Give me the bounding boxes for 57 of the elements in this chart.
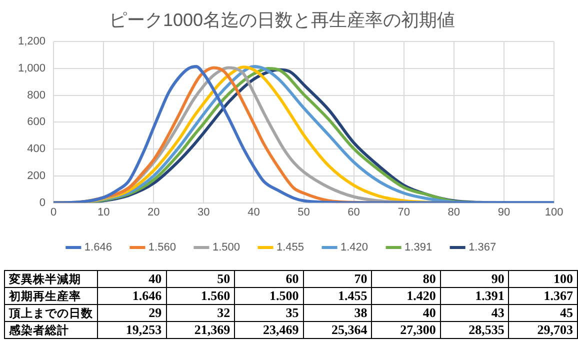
data-label: 19,253 bbox=[98, 322, 166, 338]
y-tick-label: 初期再生産率 bbox=[4, 288, 98, 304]
x-tick-label: 100 bbox=[508, 270, 578, 288]
x-tick-label: 10 bbox=[97, 206, 110, 218]
x-tick-label: 70 bbox=[303, 270, 372, 288]
y-tick-label: 800 bbox=[27, 89, 46, 102]
chart-title: ピーク1000名迄の日数と再生産率の初期値 bbox=[108, 10, 456, 30]
x-tick-label: 40 bbox=[98, 270, 166, 288]
x-tick-label: 90 bbox=[440, 270, 509, 288]
y-tick-label: 400 bbox=[27, 143, 46, 156]
data-label: 27,300 bbox=[372, 322, 440, 338]
x-tick-label: 50 bbox=[166, 270, 235, 288]
x-axis-title: 変異株半減期 bbox=[4, 270, 98, 288]
data-label: 23,469 bbox=[234, 322, 304, 338]
x-tick-label: 20 bbox=[147, 206, 160, 218]
data-label: 1.367 bbox=[508, 288, 578, 304]
data-label: 1.646 bbox=[98, 288, 166, 304]
legend-label: 1.367 bbox=[468, 242, 496, 254]
y-tick-label: 1,000 bbox=[18, 62, 46, 74]
x-tick-label: 40 bbox=[248, 206, 260, 218]
data-label: 21,369 bbox=[166, 322, 235, 338]
legend-label: 1.500 bbox=[212, 242, 240, 254]
x-tick-label: 80 bbox=[448, 206, 460, 218]
data-label: 45 bbox=[508, 304, 578, 322]
y-tick-label: 200 bbox=[27, 170, 46, 182]
data-label: 32 bbox=[166, 304, 235, 322]
data-label: 25,364 bbox=[303, 322, 372, 338]
legend-label: 1.560 bbox=[148, 242, 176, 254]
y-tick-label: 0 bbox=[39, 196, 46, 209]
y-tick-label: 頂上までの日数 bbox=[4, 304, 98, 322]
data-label: 28,535 bbox=[440, 322, 509, 338]
y-tick-label: 感染者総計 bbox=[4, 322, 98, 338]
data-label: 1.560 bbox=[166, 288, 235, 304]
data-label: 1.391 bbox=[440, 288, 509, 304]
y-tick-label: 1,200 bbox=[18, 36, 46, 48]
data-label: 43 bbox=[440, 304, 509, 322]
x-tick-label: 80 bbox=[372, 270, 440, 288]
legend-label: 1.646 bbox=[84, 242, 112, 254]
x-tick-label: 100 bbox=[544, 206, 564, 218]
x-tick-label: 50 bbox=[298, 206, 310, 218]
data-label: 35 bbox=[234, 304, 304, 322]
legend-label: 1.391 bbox=[404, 242, 432, 254]
data-label: 29 bbox=[98, 304, 166, 322]
x-tick-label: 60 bbox=[348, 206, 360, 218]
data-label: 1.455 bbox=[303, 288, 372, 304]
data-label: 40 bbox=[372, 304, 440, 322]
data-label: 38 bbox=[303, 304, 372, 322]
x-tick-label: 60 bbox=[234, 270, 304, 288]
data-label: 29,703 bbox=[508, 322, 578, 338]
y-tick-label: 600 bbox=[27, 116, 46, 128]
legend-label: 1.420 bbox=[340, 242, 368, 254]
x-tick-label: 30 bbox=[198, 206, 210, 218]
x-tick-label: 90 bbox=[498, 206, 510, 218]
data-label: 1.500 bbox=[234, 288, 304, 304]
data-label: 1.420 bbox=[372, 288, 440, 304]
legend-label: 1.455 bbox=[276, 242, 304, 254]
x-tick-label: 70 bbox=[398, 206, 410, 218]
